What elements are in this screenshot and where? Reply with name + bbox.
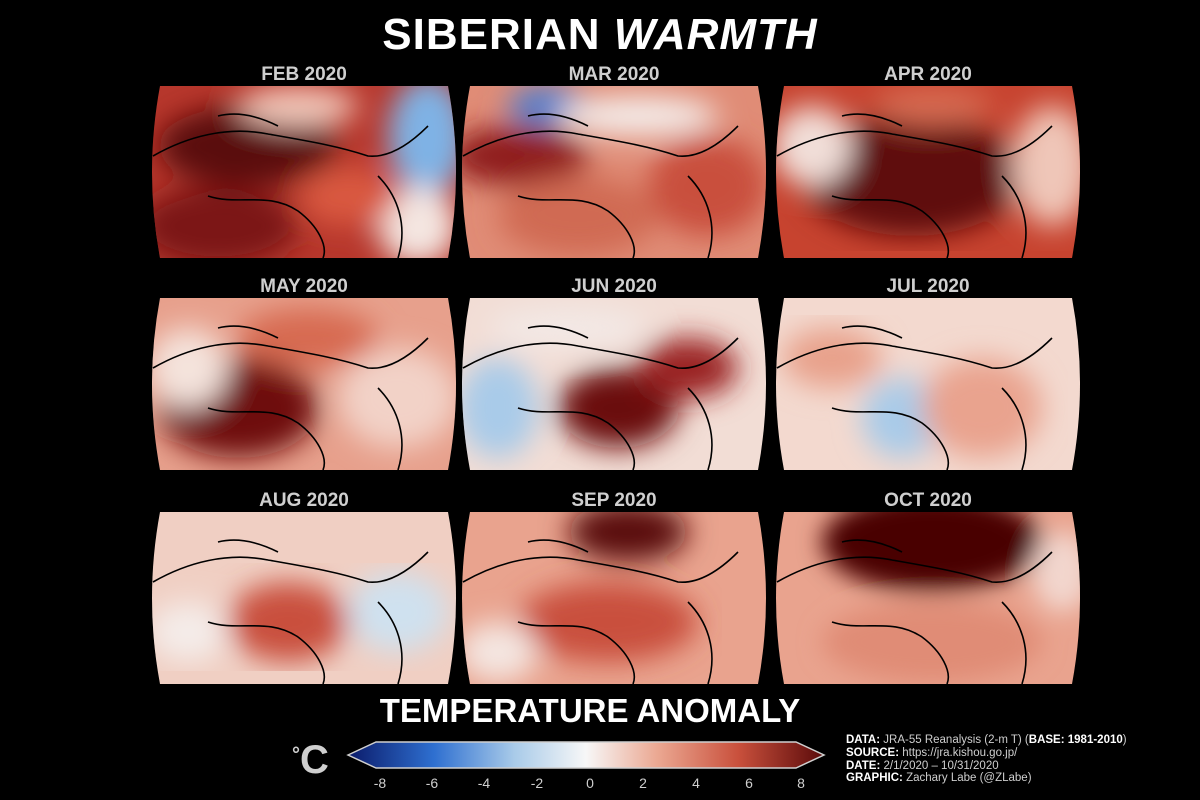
map-panel-feb: FEB 2020 [148,64,460,304]
colorbar-tick: 4 [692,775,700,791]
map-panel-jun: JUN 2020 [458,276,770,496]
credit-graphic: GRAPHIC: Zachary Labe (@ZLabe) [846,772,1032,785]
panel-label: MAY 2020 [260,276,348,297]
colorbar-tick: -4 [477,775,491,791]
title-emphasis: WARMTH [613,10,818,59]
colorbar [346,741,826,769]
title-main: SIBERIAN [382,10,601,59]
legend-title: TEMPERATURE ANOMALY [379,692,801,729]
panel-label: AUG 2020 [259,490,349,511]
anomaly-map [776,298,1080,470]
colorbar-tick: -8 [373,775,387,791]
colorbar-tick: -2 [530,775,544,791]
coastline [462,325,739,470]
anomaly-map [462,298,766,470]
coastline [152,113,429,258]
anomaly-map [462,512,766,684]
map-panel-apr: APR 2020 [772,64,1084,304]
anomaly-map [152,512,456,684]
map-panel-may: MAY 2020 [148,276,460,496]
panel-label: OCT 2020 [884,490,972,511]
panel-label: APR 2020 [884,64,972,85]
degree-symbol: ° [292,744,300,766]
anomaly-map [152,86,456,258]
unit-label: °C [292,738,352,782]
anomaly-map [776,512,1080,684]
panel-label: MAR 2020 [568,64,660,85]
coastline [462,539,739,684]
credit-source: SOURCE: https://jra.kishou.go.jp/ [846,746,1018,759]
map-panel-aug: AUG 2020 [148,490,460,690]
coastline [152,539,429,684]
credit-data: DATA: JRA-55 Reanalysis (2-m T) (BASE: 1… [846,734,1127,746]
colorbar-tick: 8 [797,775,805,791]
figure-title: SIBERIAN WARMTH [0,10,1200,60]
credits-block: DATA: JRA-55 Reanalysis (2-m T) (BASE: 1… [846,734,1186,785]
colorbar-tick: 2 [639,775,647,791]
map-panel-oct: OCT 2020 [772,490,1084,690]
credit-date: DATE: 2/1/2020 – 10/31/2020 [846,759,999,772]
coastline [776,539,1053,684]
colorbar-ticks: -8 -6 -4 -2 0 2 4 6 8 [0,775,1200,795]
panel-label: JUL 2020 [886,276,970,297]
panel-label: JUN 2020 [571,276,657,297]
anomaly-map [462,86,766,258]
unit-symbol: C [300,738,329,782]
colorbar-tick: 0 [586,775,594,791]
anomaly-map [776,86,1080,258]
colorbar-tick: 6 [745,775,753,791]
colorbar-tick: -6 [425,775,439,791]
panel-label: FEB 2020 [261,64,347,85]
coastline [776,113,1053,258]
coastline [152,325,429,470]
map-panel-jul: JUL 2020 [772,276,1084,496]
coastline [462,113,739,258]
coastline [776,325,1053,470]
map-panel-sep: SEP 2020 [458,490,770,690]
panel-label: SEP 2020 [571,490,657,511]
anomaly-map [152,298,456,470]
map-panel-mar: MAR 2020 [458,64,770,304]
